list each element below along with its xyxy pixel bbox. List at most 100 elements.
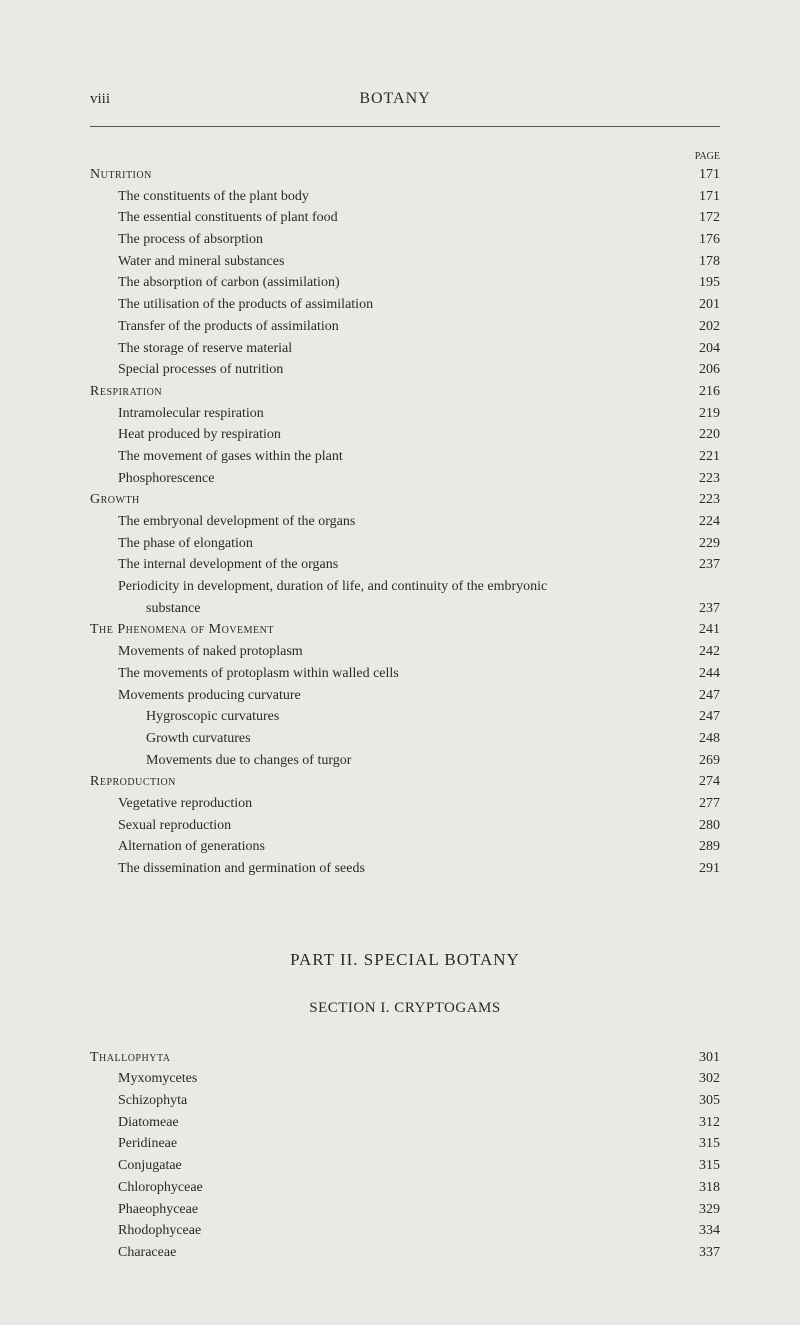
toc-dots xyxy=(191,1125,678,1126)
toc-dots xyxy=(265,546,678,547)
header-row: viii BOTANY xyxy=(90,90,720,108)
toc-page-number: 178 xyxy=(682,251,720,273)
toc-entry: Vegetative reproduction277 xyxy=(90,793,720,815)
toc-label: Alternation of generations xyxy=(118,836,273,858)
toc-page-number: 223 xyxy=(682,489,720,511)
toc-page-number: 204 xyxy=(682,338,720,360)
toc-entry: Thallophyta301 xyxy=(90,1047,720,1069)
toc-dots xyxy=(275,242,678,243)
toc-entry: Characeae 337 xyxy=(90,1242,720,1264)
toc-dots xyxy=(286,632,678,633)
toc-page-number: 242 xyxy=(682,641,720,663)
toc-entry: The internal development of the organs23… xyxy=(90,554,720,576)
page-container: viii BOTANY PAGE Nutrition171The constit… xyxy=(0,0,800,1324)
toc-dots xyxy=(174,394,678,395)
toc-page-number: 334 xyxy=(682,1220,720,1242)
toc-label: Nutrition xyxy=(90,164,160,186)
toc-page-number: 219 xyxy=(682,403,720,425)
toc-entry: The movements of protoplasm within walle… xyxy=(90,663,720,685)
toc-dots xyxy=(351,329,678,330)
toc-dots xyxy=(315,654,678,655)
toc-dots xyxy=(243,828,678,829)
toc-label: The utilisation of the products of assim… xyxy=(118,294,381,316)
toc-dots xyxy=(350,567,678,568)
toc-page-number: 176 xyxy=(682,229,720,251)
toc-entry: The storage of reserve material204 xyxy=(90,338,720,360)
toc-label: The essential constituents of plant food xyxy=(118,207,346,229)
toc-dots xyxy=(189,1146,678,1147)
toc-label: Heat produced by respiration xyxy=(118,424,289,446)
toc-dots xyxy=(355,459,678,460)
toc-entry: Diatomeae312 xyxy=(90,1112,720,1134)
toc-dots xyxy=(182,1060,678,1061)
toc-entry: Conjugatae315 xyxy=(90,1155,720,1177)
toc-label: Hygroscopic curvatures xyxy=(146,706,287,728)
toc-label: Characeae xyxy=(118,1242,184,1264)
toc-page-number: 220 xyxy=(682,424,720,446)
toc-dots xyxy=(194,1168,678,1169)
toc-page-number: 202 xyxy=(682,316,720,338)
toc-entry: The dissemination and germination of see… xyxy=(90,858,720,880)
toc-main-list: Nutrition171The constituents of the plan… xyxy=(90,164,720,880)
toc-dots xyxy=(367,524,678,525)
toc-label: Conjugatae xyxy=(118,1155,190,1177)
toc-page-number: 206 xyxy=(682,359,720,381)
toc-label: The Phenomena of Movement xyxy=(90,619,282,641)
toc-entry: Phaeophyceae329 xyxy=(90,1199,720,1221)
toc-label: The phase of elongation xyxy=(118,533,261,555)
toc-page-number: 221 xyxy=(682,446,720,468)
toc-entry: Chlorophyceae318 xyxy=(90,1177,720,1199)
toc-page-number: 248 xyxy=(682,728,720,750)
toc-label: Transfer of the products of assimilation xyxy=(118,316,347,338)
toc-entry: Sexual reproduction 280 xyxy=(90,815,720,837)
page-column-header: PAGE xyxy=(90,151,720,162)
toc-page-number: 224 xyxy=(682,511,720,533)
toc-dots xyxy=(210,1212,678,1213)
toc-dots xyxy=(213,1233,678,1234)
toc-entry: Nutrition171 xyxy=(90,164,720,186)
toc-label: Peridineae xyxy=(118,1133,185,1155)
toc-dots xyxy=(377,871,678,872)
toc-entry: Respiration216 xyxy=(90,381,720,403)
toc-dots xyxy=(276,416,678,417)
toc-entry: Hygroscopic curvatures 247 xyxy=(90,706,720,728)
toc-page-number: 223 xyxy=(682,468,720,490)
toc-label: Phosphorescence xyxy=(118,468,222,490)
toc-entry: Water and mineral substances178 xyxy=(90,251,720,273)
toc-dots xyxy=(164,177,678,178)
toc-label: The movements of protoplasm within walle… xyxy=(118,663,407,685)
toc-entry: Reproduction274 xyxy=(90,771,720,793)
toc-label: The constituents of the plant body xyxy=(118,186,317,208)
toc-label: Intramolecular respiration xyxy=(118,403,272,425)
toc-dots xyxy=(209,1081,678,1082)
toc-label: Vegetative reproduction xyxy=(118,793,260,815)
toc-label: Diatomeae xyxy=(118,1112,187,1134)
toc-label: The absorption of carbon (assimilation) xyxy=(118,272,348,294)
toc-page-number: 237 xyxy=(682,598,720,620)
toc-entry: The process of absorption176 xyxy=(90,229,720,251)
toc-entry: Special processes of nutrition206 xyxy=(90,359,720,381)
toc-dots xyxy=(352,285,678,286)
page-number: viii xyxy=(90,91,110,108)
toc-page-number: 280 xyxy=(682,815,720,837)
toc-label: Reproduction xyxy=(90,771,184,793)
toc-dots xyxy=(321,199,678,200)
toc-entry: Myxomycetes302 xyxy=(90,1068,720,1090)
toc-page-number: 337 xyxy=(682,1242,720,1264)
toc-entry: The embryonal development of the organs2… xyxy=(90,511,720,533)
toc-page-number: 247 xyxy=(682,706,720,728)
toc-entry: The absorption of carbon (assimilation)1… xyxy=(90,272,720,294)
toc-dots xyxy=(350,220,678,221)
toc-dots xyxy=(212,611,678,612)
toc-dots xyxy=(304,351,678,352)
toc-dots xyxy=(363,763,678,764)
toc-entry: Transfer of the products of assimilation… xyxy=(90,316,720,338)
toc-entry: Movements due to changes of turgor269 xyxy=(90,750,720,772)
toc-dots xyxy=(291,719,678,720)
toc-label: Sexual reproduction xyxy=(118,815,239,837)
toc-page-number: 289 xyxy=(682,836,720,858)
toc-dots xyxy=(215,1190,678,1191)
toc-dots xyxy=(199,1103,678,1104)
toc-dots xyxy=(313,698,678,699)
toc-page-number: 171 xyxy=(682,186,720,208)
